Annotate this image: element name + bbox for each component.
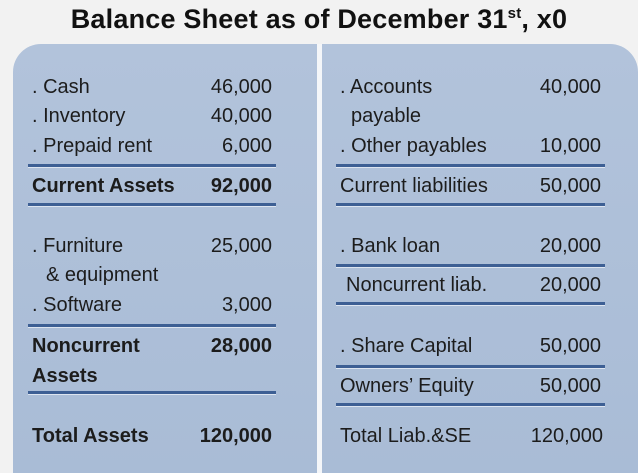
divider-line (336, 203, 605, 206)
liab-value: 10,000 (539, 135, 601, 157)
liab-value: 40,000 (539, 76, 601, 98)
subtotal-value: 92,000 (210, 175, 272, 197)
subtotal-label: Current liabilities (340, 175, 488, 197)
divider-line (28, 391, 276, 394)
subtotal-value: 20,000 (539, 274, 601, 296)
title-suffix: , x0 (521, 4, 568, 34)
asset-value: 40,000 (210, 105, 272, 127)
asset-value: 25,000 (210, 235, 272, 257)
divider-line (336, 164, 605, 167)
subtotal-label: Owners’ Equity (340, 375, 474, 397)
liab-label: . Other payables (340, 135, 487, 157)
asset-value: 3,000 (221, 294, 272, 316)
liab-label: payable (351, 105, 422, 127)
asset-label: . Furniture (32, 235, 124, 257)
total-label: Total Liab.&SE (340, 425, 472, 447)
divider-line (336, 403, 605, 406)
title-superscript: st (507, 5, 522, 22)
divider-line (28, 164, 276, 167)
liab-label: . Accounts (340, 76, 433, 98)
asset-label: . Inventory (32, 105, 126, 127)
total-value: 120,000 (530, 425, 603, 447)
asset-label: . Software (32, 294, 123, 316)
asset-value: 6,000 (221, 135, 272, 157)
title-text: Balance Sheet as of December 31 (70, 4, 508, 34)
asset-label: . Cash (32, 76, 90, 98)
asset-value: 46,000 (210, 76, 272, 98)
subtotal-value: 50,000 (539, 375, 601, 397)
divider-line (28, 203, 276, 206)
subtotal-label: Current Assets (32, 175, 175, 197)
asset-label: & equipment (46, 264, 159, 286)
asset-label: . Prepaid rent (32, 135, 153, 157)
subtotal-value: 28,000 (210, 335, 272, 357)
divider-line (336, 365, 605, 368)
page-title: Balance Sheet as of December 31st, x0 (0, 4, 638, 35)
divider-line (336, 302, 605, 305)
liabilities-panel (322, 44, 638, 473)
subtotal-label: Noncurrent liab. (346, 274, 488, 296)
liab-label: . Bank loan (340, 235, 441, 257)
equity-value: 50,000 (539, 335, 601, 357)
subtotal-label: Assets (32, 365, 98, 387)
column-divider (317, 44, 322, 473)
total-label: Total Assets (32, 425, 149, 447)
divider-line (28, 324, 276, 327)
equity-label: . Share Capital (340, 335, 473, 357)
liab-value: 20,000 (539, 235, 601, 257)
divider-line (336, 264, 605, 267)
total-value: 120,000 (199, 425, 272, 447)
subtotal-value: 50,000 (539, 175, 601, 197)
subtotal-label: Noncurrent (32, 335, 140, 357)
assets-panel (13, 44, 317, 473)
